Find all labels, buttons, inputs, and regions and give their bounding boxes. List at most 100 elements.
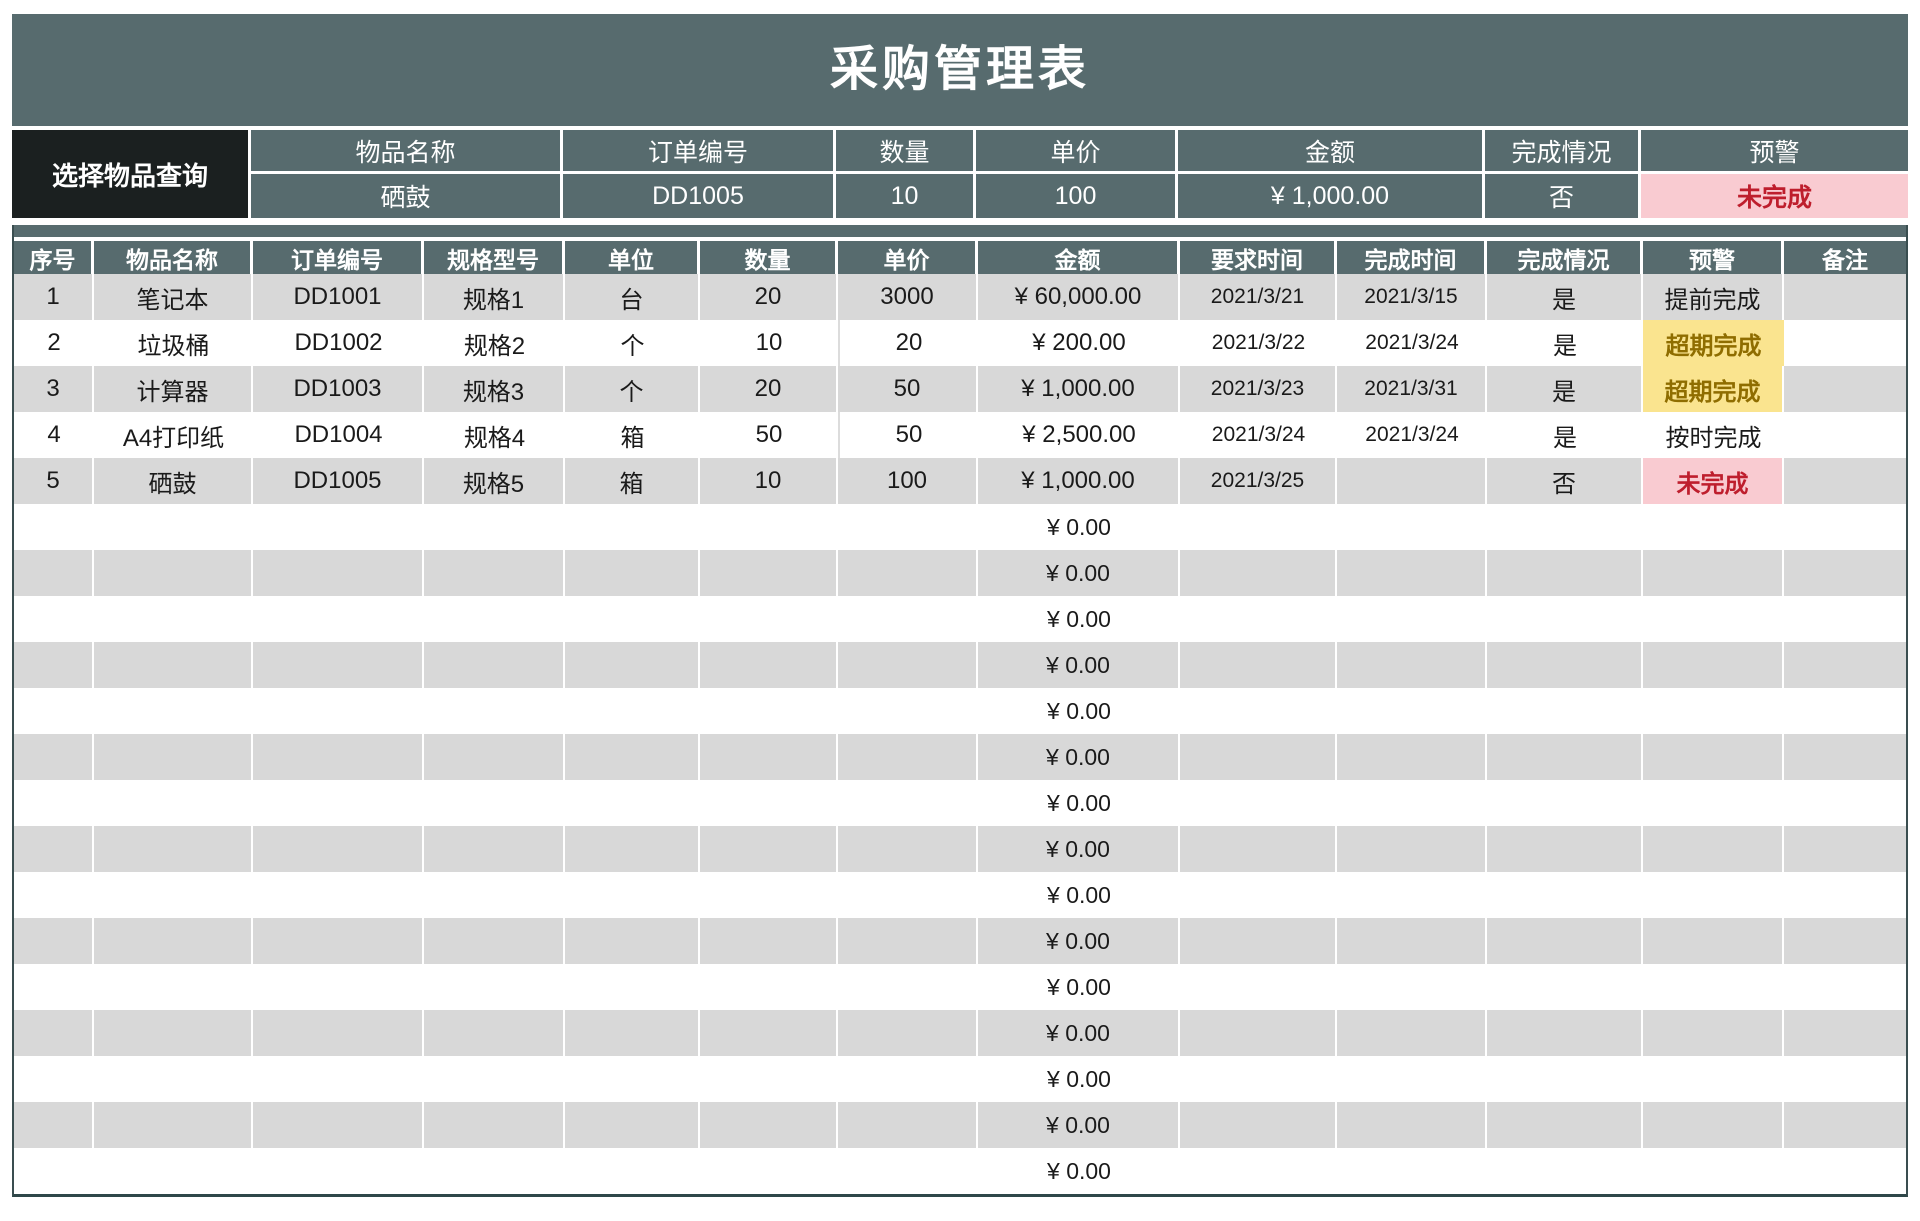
table-cell[interactable]	[1784, 320, 1906, 366]
table-cell[interactable]	[1487, 596, 1643, 642]
table-cell[interactable]	[1643, 918, 1784, 964]
table-cell[interactable]	[424, 734, 565, 780]
table-cell[interactable]: A4打印纸	[122, 424, 225, 452]
table-cell[interactable]: 2021/3/21	[1180, 274, 1337, 320]
table-cell[interactable]	[838, 1102, 978, 1148]
table-cell[interactable]	[565, 642, 700, 688]
table-cell[interactable]: 50	[838, 412, 978, 458]
amount-cell[interactable]: ¥ 0.00	[978, 734, 1180, 780]
warning-cell[interactable]: 按时完成	[1665, 424, 1762, 452]
table-cell[interactable]	[94, 872, 253, 918]
table-cell[interactable]	[838, 550, 978, 596]
table-cell[interactable]	[1643, 1010, 1784, 1056]
table-cell[interactable]: ¥ 2,500.00	[1022, 421, 1136, 448]
table-cell[interactable]: 是	[1487, 366, 1643, 412]
table-cell[interactable]	[838, 596, 978, 642]
table-cell[interactable]	[565, 964, 700, 1010]
table-cell[interactable]	[1180, 734, 1337, 780]
table-cell[interactable]	[1643, 596, 1784, 642]
table-cell[interactable]	[1784, 1102, 1906, 1148]
table-cell[interactable]	[1337, 642, 1487, 688]
table-cell[interactable]	[565, 872, 700, 918]
table-cell[interactable]: 箱	[565, 458, 700, 504]
table-cell[interactable]	[1784, 504, 1906, 550]
table-cell[interactable]	[1784, 642, 1906, 688]
table-cell[interactable]	[14, 1010, 94, 1056]
amount-cell[interactable]: ¥ 0.00	[1047, 605, 1111, 632]
table-cell[interactable]: 1	[14, 274, 94, 320]
table-cell[interactable]: 垃圾桶	[137, 332, 210, 360]
query-value-cell[interactable]: 10	[836, 174, 976, 218]
table-cell[interactable]	[1643, 734, 1784, 780]
table-cell[interactable]	[1487, 688, 1643, 734]
table-cell[interactable]	[253, 964, 424, 1010]
table-cell[interactable]: ¥ 1,000.00	[978, 366, 1180, 412]
table-cell[interactable]	[1784, 1056, 1906, 1102]
table-cell[interactable]	[253, 504, 424, 550]
table-cell[interactable]	[253, 550, 424, 596]
query-value-cell[interactable]: ¥ 1,000.00	[1178, 174, 1485, 218]
table-cell[interactable]	[1487, 918, 1643, 964]
table-cell[interactable]	[424, 1102, 565, 1148]
table-cell[interactable]	[838, 734, 978, 780]
table-cell[interactable]	[565, 1056, 700, 1102]
table-cell[interactable]	[565, 504, 700, 550]
table-cell[interactable]: DD1002	[294, 329, 383, 356]
table-cell[interactable]	[1487, 826, 1643, 872]
table-cell[interactable]	[1180, 918, 1337, 964]
table-cell[interactable]: 2021/3/25	[1180, 458, 1337, 504]
table-cell[interactable]	[1180, 1148, 1337, 1194]
amount-cell[interactable]: ¥ 0.00	[978, 1010, 1180, 1056]
table-cell[interactable]	[94, 642, 253, 688]
table-cell[interactable]	[1487, 872, 1643, 918]
query-value-cell[interactable]: 硒鼓	[251, 174, 563, 218]
table-cell[interactable]	[1180, 1056, 1337, 1102]
table-cell[interactable]: 规格1	[424, 274, 565, 320]
table-cell[interactable]	[1487, 734, 1643, 780]
table-cell[interactable]	[253, 780, 424, 826]
table-cell[interactable]	[838, 918, 978, 964]
table-cell[interactable]	[1487, 550, 1643, 596]
table-cell[interactable]	[1180, 596, 1337, 642]
table-cell[interactable]	[700, 1148, 838, 1194]
table-cell[interactable]	[94, 780, 253, 826]
table-cell[interactable]: 50	[755, 421, 783, 448]
table-cell[interactable]	[1337, 734, 1487, 780]
table-cell[interactable]	[253, 826, 424, 872]
table-cell[interactable]	[424, 964, 565, 1010]
table-cell[interactable]	[700, 688, 838, 734]
amount-cell[interactable]: ¥ 0.00	[1047, 881, 1111, 908]
table-cell[interactable]: 2021/3/24	[1365, 331, 1459, 354]
table-cell[interactable]	[424, 1148, 565, 1194]
table-cell[interactable]	[1643, 1056, 1784, 1102]
table-cell[interactable]	[14, 872, 94, 918]
table-cell[interactable]	[1337, 964, 1487, 1010]
table-cell[interactable]	[700, 642, 838, 688]
table-cell[interactable]	[700, 1102, 838, 1148]
table-cell[interactable]: 20	[700, 274, 838, 320]
table-cell[interactable]: 台	[565, 274, 700, 320]
table-cell[interactable]	[1643, 964, 1784, 1010]
amount-cell[interactable]: ¥ 0.00	[978, 550, 1180, 596]
table-cell[interactable]	[1180, 642, 1337, 688]
table-cell[interactable]	[1784, 826, 1906, 872]
table-cell[interactable]: 5	[14, 458, 94, 504]
table-cell[interactable]	[1337, 1010, 1487, 1056]
table-cell[interactable]	[1643, 1102, 1784, 1148]
table-cell[interactable]	[838, 1148, 978, 1194]
table-cell[interactable]	[14, 504, 94, 550]
table-cell[interactable]	[700, 596, 838, 642]
table-cell[interactable]: 10	[755, 329, 783, 356]
table-cell[interactable]	[700, 734, 838, 780]
table-cell[interactable]	[700, 504, 838, 550]
table-cell[interactable]	[565, 1102, 700, 1148]
table-cell[interactable]	[838, 1010, 978, 1056]
table-cell[interactable]	[1643, 872, 1784, 918]
table-cell[interactable]: 3	[14, 366, 94, 412]
query-warning-badge[interactable]: 未完成	[1641, 174, 1908, 218]
query-value-cell[interactable]: 否	[1485, 174, 1641, 218]
table-cell[interactable]: 2021/3/23	[1180, 366, 1337, 412]
table-cell[interactable]	[1643, 550, 1784, 596]
table-cell[interactable]: 2021/3/24	[1365, 423, 1459, 446]
amount-cell[interactable]: ¥ 0.00	[1047, 1065, 1111, 1092]
